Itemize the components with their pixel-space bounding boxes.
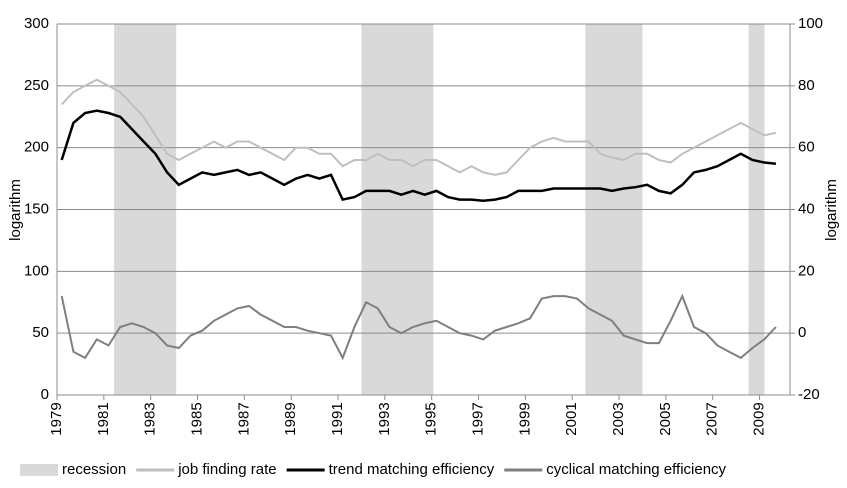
legend-label: job finding rate [177,461,276,478]
x-tick-label: 1987 [235,402,252,435]
y2-tick-label: 20 [798,262,815,279]
y-tick-label: 200 [24,139,49,156]
x-tick-label: 2003 [610,402,627,435]
x-tick-label: 1989 [282,402,299,435]
legend-swatch [20,464,58,476]
y-axis-label: logarithm [7,179,24,241]
legend-label: trend matching efficiency [329,461,495,478]
x-tick-label: 1981 [95,402,112,435]
y2-tick-label: 40 [798,200,815,217]
legend-label: recession [62,461,126,478]
y-tick-label: 300 [24,15,49,32]
series-line [60,109,777,203]
x-tick-label: 1985 [188,402,205,435]
legend-label: cyclical matching efficiency [546,461,726,478]
y-tick-label: 0 [41,386,49,403]
x-tick-label: 1999 [516,402,533,435]
x-tick-label: 1991 [329,402,346,435]
y-tick-label: 50 [32,324,49,341]
x-tick-label: 1997 [470,402,487,435]
x-tick-label: 1995 [423,402,440,435]
x-tick-label: 1979 [48,402,65,435]
x-tick-label: 2009 [751,402,768,435]
x-tick-label: 2001 [563,402,580,435]
y-tick-label: 250 [24,77,49,94]
x-tick-label: 2005 [657,402,674,435]
y2-tick-label: 0 [798,324,806,341]
series-line [60,78,777,176]
y2-tick-label: 80 [798,77,815,94]
y-tick-label: 100 [24,262,49,279]
y2-tick-label: 100 [798,15,823,32]
x-tick-label: 2007 [704,402,721,435]
x-tick-label: 1983 [142,402,159,435]
x-tick-label: 1993 [376,402,393,435]
y2-tick-label: -20 [798,386,820,403]
y2-axis-label: logarithm [823,179,840,241]
y-tick-label: 150 [24,200,49,217]
series-line [60,293,777,361]
y2-tick-label: 60 [798,139,815,156]
